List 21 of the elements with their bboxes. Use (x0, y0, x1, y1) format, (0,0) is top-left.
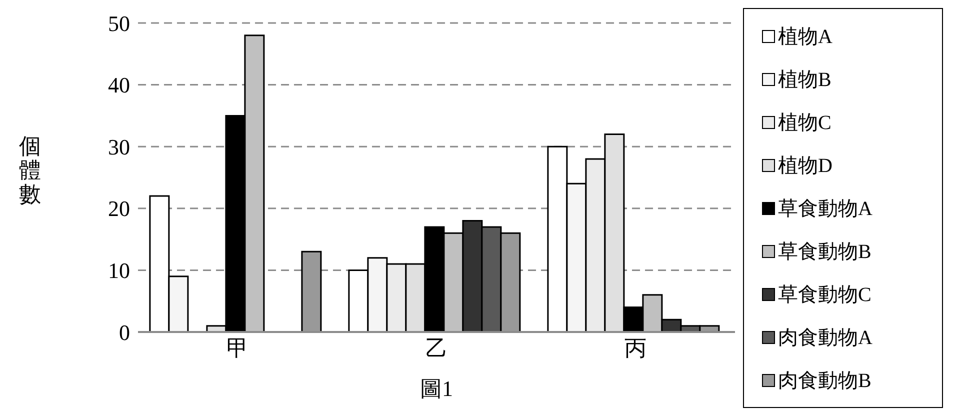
x-tick-label: 丙 (624, 336, 646, 361)
bar (301, 250, 322, 332)
legend-label: 植物A (778, 25, 832, 50)
legend-label: 草食動物A (778, 197, 872, 222)
legend-label: 植物B (778, 68, 832, 93)
y-tick-label: 10 (108, 258, 130, 284)
legend-label: 草食動物B (778, 240, 872, 265)
y-tick-label: 50 (108, 10, 130, 36)
legend-label: 草食動物C (778, 283, 872, 308)
legend-label: 植物C (778, 111, 832, 136)
x-tick-label: 乙 (426, 336, 448, 361)
y-tick-label: 30 (108, 134, 130, 160)
caption: 圖1 (419, 375, 454, 403)
y-tick-label: 40 (108, 72, 130, 98)
y-tick-label: 0 (119, 320, 130, 345)
x-tick-label: 甲 (226, 336, 248, 361)
legend-label: 植物D (778, 154, 832, 179)
legend-label: 肉食動物A (778, 326, 872, 351)
legend-label: 肉食動物B (778, 369, 872, 394)
y-axis-title: 個體數 (19, 134, 41, 206)
y-tick-label: 20 (108, 196, 130, 222)
